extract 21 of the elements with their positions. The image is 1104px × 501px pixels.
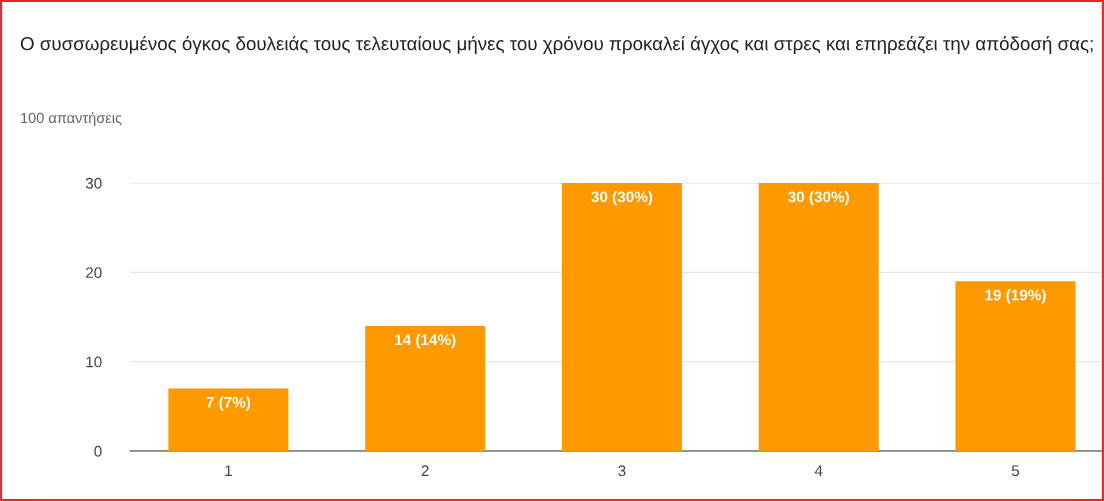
chart-title: Ο συσσωρευμένος όγκος δουλειάς τους τελευταίους μήνες του χρόνου προκαλεί άγχος και στρες και επηρεάζει την απόδοσή σας; [20, 36, 1093, 55]
bar [955, 281, 1076, 451]
y-tick-label: 30 [85, 177, 102, 189]
data-label: 30 (30%) [591, 190, 653, 206]
bar [561, 183, 682, 451]
x-tick-label: 3 [618, 465, 626, 477]
y-tick-label: 20 [86, 267, 102, 279]
x-tick-label: 4 [814, 465, 823, 476]
data-label: 30 (30%) [788, 190, 849, 206]
y-tick-label: 10 [86, 356, 102, 368]
bar [758, 183, 879, 451]
chart-subtitle: 100 απαντήσεις [21, 111, 122, 126]
x-tick-label: 1 [225, 465, 232, 476]
x-tick-label: 2 [421, 465, 429, 476]
bar [365, 325, 486, 451]
x-tick-label: 5 [1011, 465, 1020, 477]
data-label: 14 (14%) [395, 333, 456, 349]
y-tick-label: 0 [94, 445, 102, 457]
bar [168, 388, 289, 451]
data-label: 7 (7%) [206, 396, 251, 411]
data-label: 19 (19%) [985, 289, 1046, 304]
